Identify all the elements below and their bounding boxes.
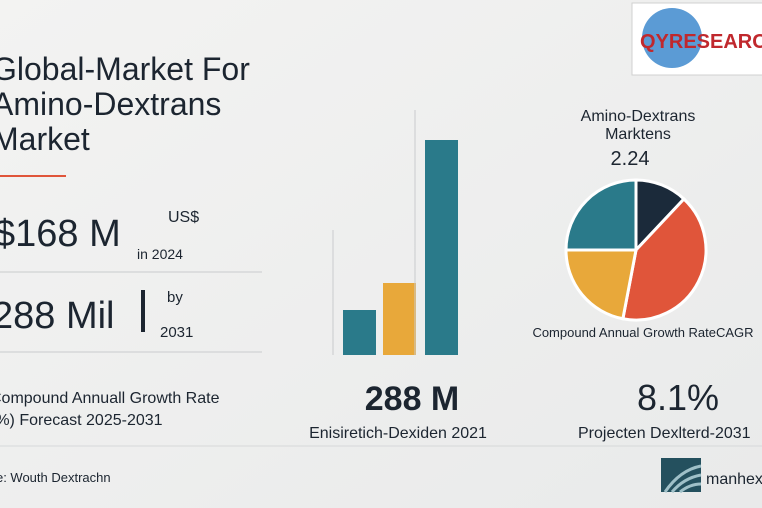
brand-icon-lines — [663, 464, 702, 494]
stat-value: 288 Mil — [0, 295, 115, 337]
stat-unit: US$ — [168, 209, 199, 226]
bar — [343, 310, 376, 355]
highlight-value: 288 M — [365, 380, 460, 418]
pie-caption: Compound Annual Growth RateCAGR — [532, 325, 753, 340]
cagr-note: Compound Annuall Growth Rate — [0, 390, 220, 407]
pie-slice — [564, 178, 638, 252]
stat-note: in 2024 — [137, 246, 183, 262]
pie-title: Amino-Dextrans — [581, 108, 696, 125]
brand: manhex — [706, 471, 762, 488]
title: Global-Market For — [0, 51, 250, 87]
title: Amino-Dextrans — [0, 86, 221, 122]
bar — [383, 283, 416, 355]
logo: QYRESEARCH — [640, 31, 762, 53]
cagr-note: (%) Forecast 2025-2031 — [0, 412, 163, 429]
separator — [141, 290, 145, 332]
source: Source: Wouth Dextrachn — [0, 470, 111, 485]
pie-slice — [621, 196, 708, 322]
pie-slice — [564, 248, 638, 321]
highlight-label: Enisiretich-Dexiden 2021 — [309, 425, 487, 442]
highlight-label: Projecten Dexlterd-2031 — [578, 425, 751, 442]
stat-value: $168 M — [0, 213, 121, 255]
pie-value: 2.24 — [611, 148, 650, 170]
marks — [343, 140, 708, 355]
highlight-value: 8.1% — [637, 377, 719, 418]
stat-note: 2031 — [160, 324, 193, 341]
title: Market — [0, 121, 90, 157]
logo-globe — [642, 8, 702, 68]
stat-note: by — [167, 289, 183, 306]
pie-title: Marktens — [605, 126, 671, 143]
bar — [425, 140, 458, 355]
